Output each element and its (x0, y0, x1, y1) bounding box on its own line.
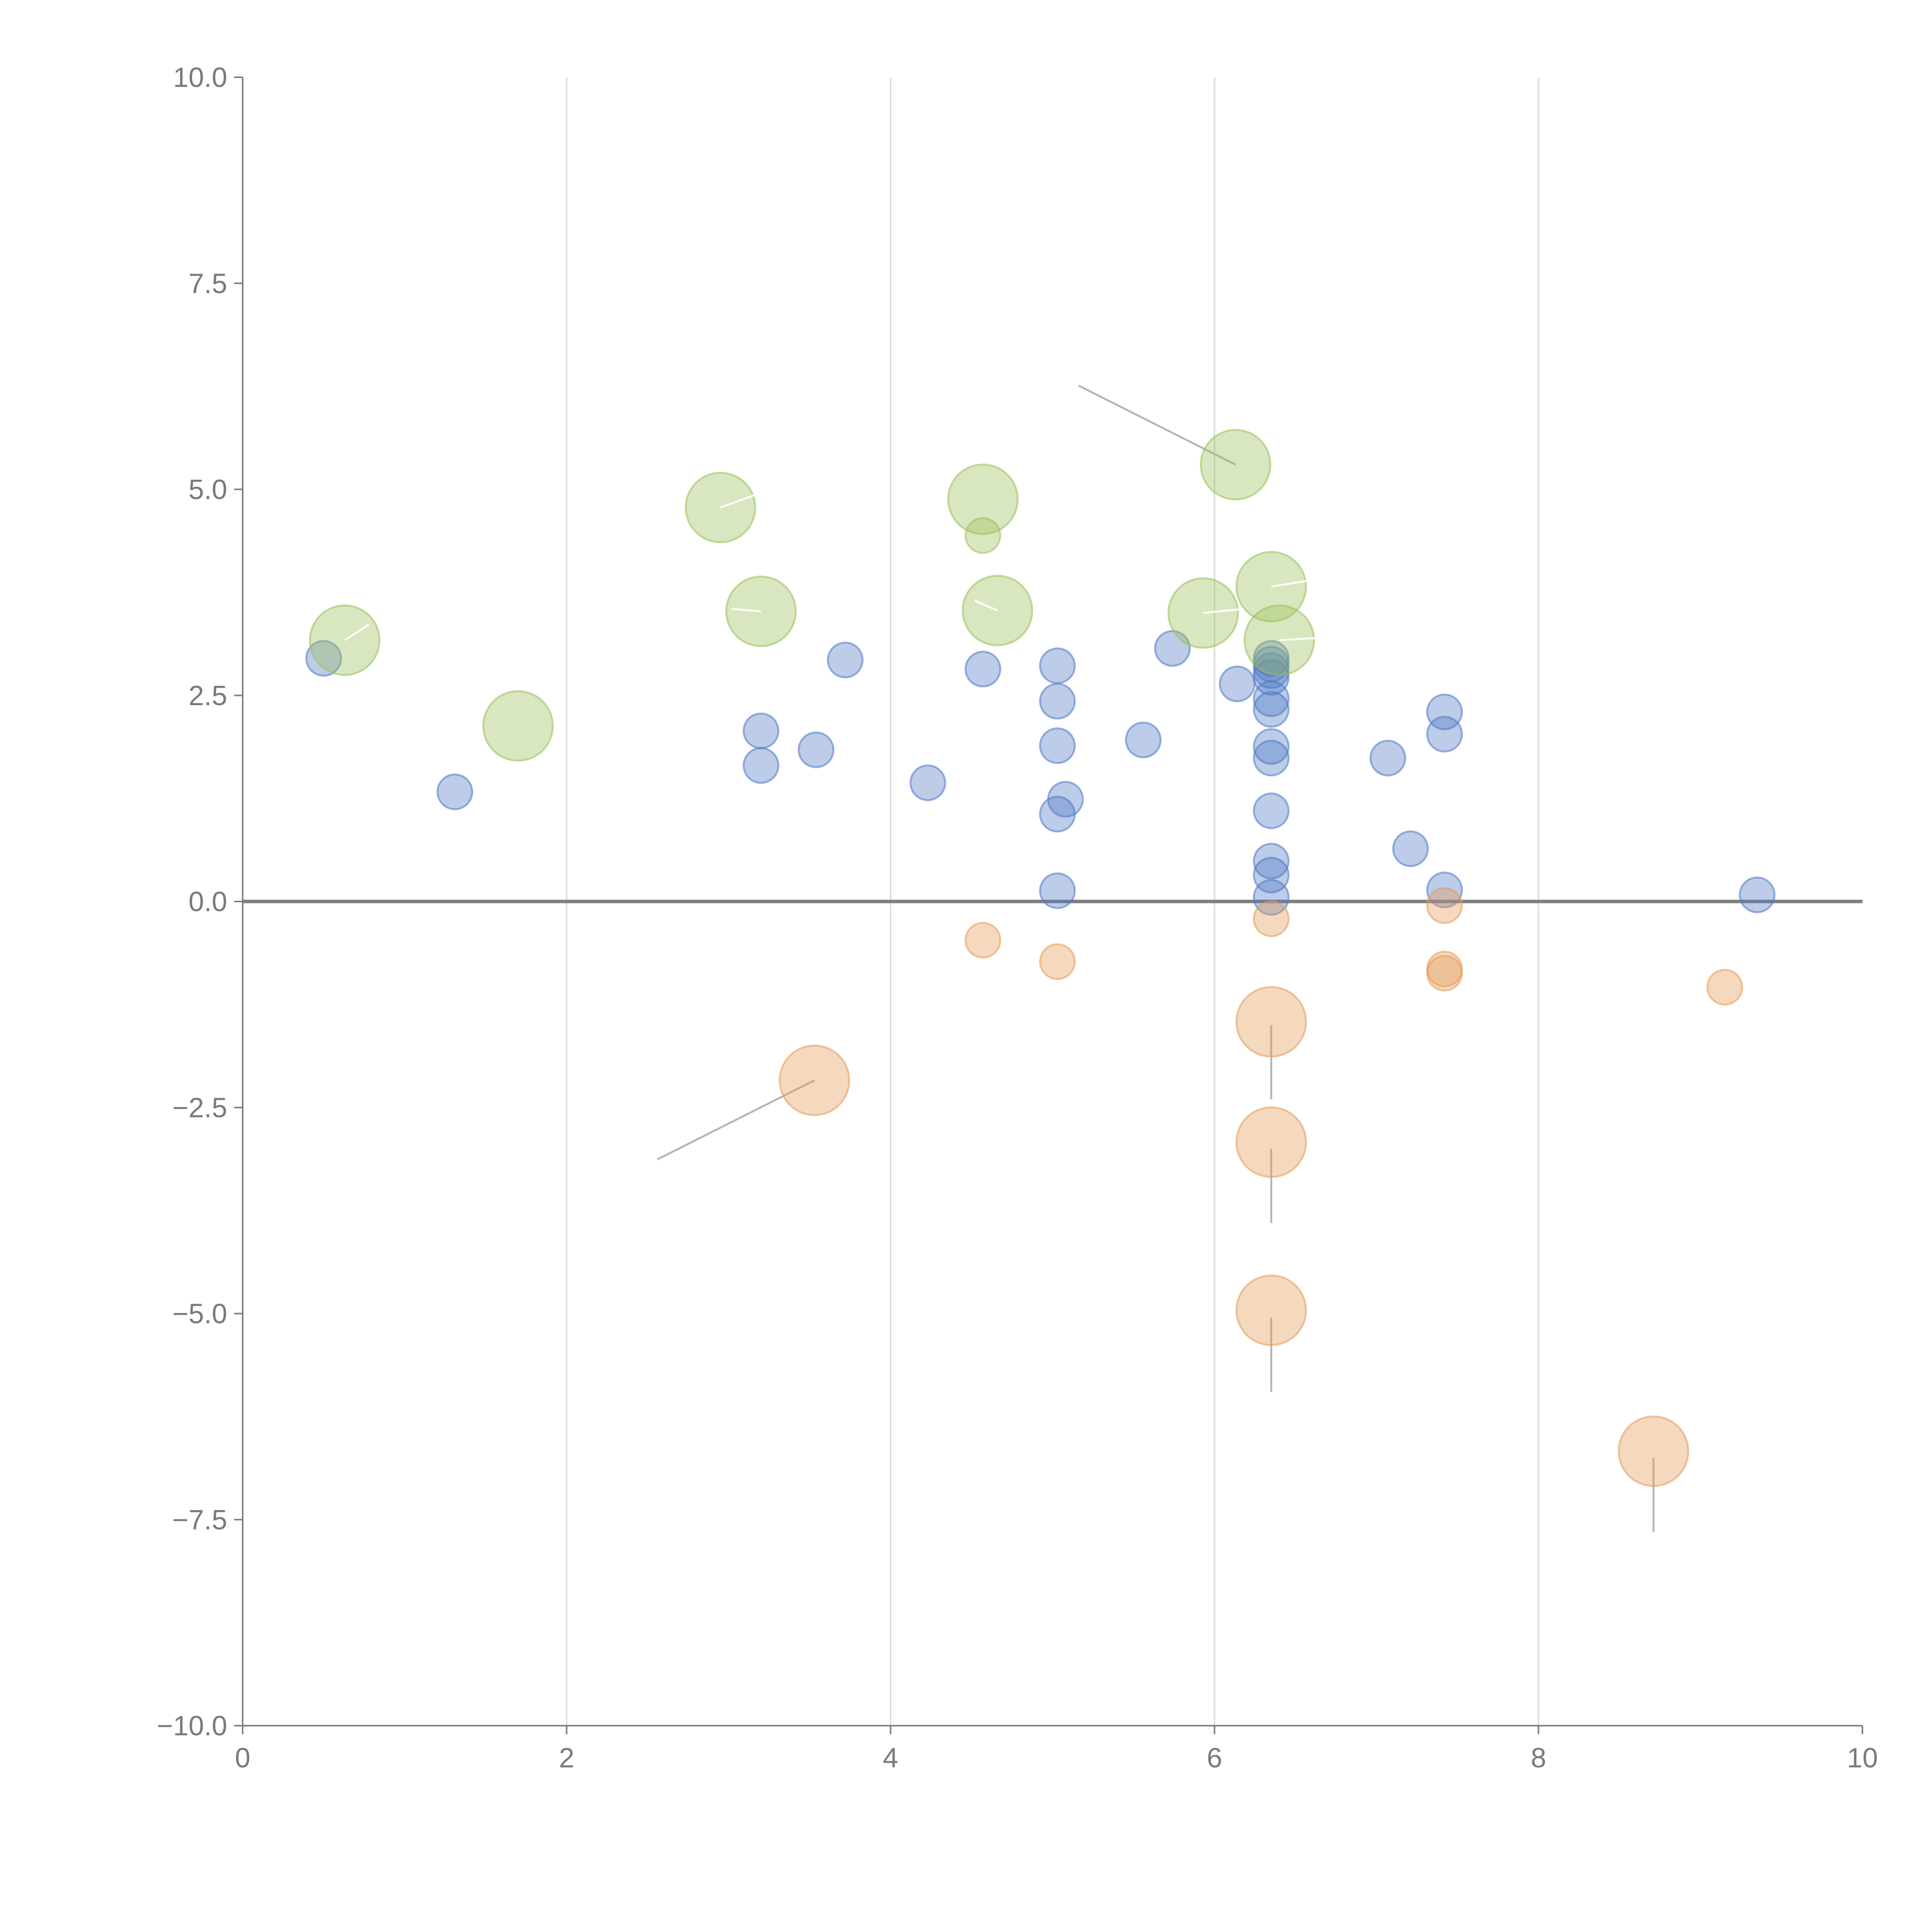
blue-point (1039, 872, 1076, 909)
blue-point (305, 640, 342, 677)
blue-point (1253, 740, 1290, 777)
orange-point (964, 922, 1002, 959)
annotation-leader-line (657, 1079, 815, 1160)
blue-point (1253, 879, 1290, 916)
x-tick-label: 8 (1531, 1743, 1546, 1774)
y-tick-label: −7.5 (172, 1505, 227, 1536)
blue-point (436, 773, 473, 810)
x-tick-label: 10 (1847, 1743, 1878, 1774)
blue-point (1039, 683, 1076, 720)
annotation-leader-line (731, 608, 761, 612)
orange-point (1426, 955, 1463, 992)
y-tick-label: −2.5 (172, 1092, 227, 1123)
annotation-leader-line (720, 494, 755, 509)
orange-point (779, 1044, 850, 1116)
blue-point (827, 641, 864, 679)
x-axis-ticks: 0 2 4 6 8 10 (235, 1726, 1878, 1774)
annotation-leader-line (344, 624, 370, 641)
blue-point (1739, 876, 1776, 913)
y-axis-ticks: 10.0 7.5 5.0 2.5 0.0 −2.5 −5.0 −7.5 −10.0 (157, 62, 243, 1742)
orange-point (1617, 1415, 1689, 1487)
y-tick-label: 2.5 (189, 680, 227, 711)
blue-point (1369, 740, 1406, 777)
blue-point (742, 712, 779, 749)
leader-lines (657, 384, 1655, 1532)
annotation-leader-line (1271, 579, 1312, 588)
y-tick-label: −5.0 (172, 1299, 227, 1330)
y-tick-label: −10.0 (157, 1711, 227, 1742)
green-point (947, 463, 1019, 535)
blue-point (1125, 721, 1162, 759)
annotation-leader-line (974, 600, 998, 612)
orange-point (1235, 1274, 1307, 1346)
blue-point (1426, 693, 1463, 730)
annotation-leader-line (1078, 384, 1236, 466)
y-tick-label: 7.5 (189, 268, 227, 299)
green-point (1200, 429, 1272, 501)
blue-point (964, 650, 1002, 687)
annotation-leader-line (1279, 636, 1322, 641)
blue-point (1253, 728, 1290, 765)
blue-point (1253, 691, 1290, 728)
x-tick-label: 6 (1207, 1743, 1222, 1774)
y-tick-label: 5.0 (189, 474, 227, 505)
blue-point (1253, 792, 1290, 829)
data-points (305, 429, 1776, 1487)
orange-point (1235, 986, 1307, 1058)
green-point (964, 517, 1002, 554)
blue-point (1253, 680, 1290, 717)
blue-point (1426, 716, 1463, 753)
blue-point (1253, 659, 1290, 696)
blue-point (1039, 647, 1076, 684)
annotation-leader-line (1203, 608, 1244, 614)
orange-point (1706, 969, 1743, 1006)
blue-point (1219, 665, 1256, 702)
blue-point (1392, 830, 1429, 867)
orange-point (1426, 887, 1463, 924)
orange-point (1253, 900, 1290, 937)
y-tick-label: 0.0 (189, 886, 227, 917)
blue-point (1039, 796, 1076, 833)
x-tick-label: 2 (559, 1743, 574, 1774)
blue-point (1426, 871, 1463, 908)
blue-point (909, 764, 946, 801)
x-tick-label: 4 (883, 1743, 898, 1774)
y-tick-label: 10.0 (173, 62, 227, 93)
blue-point (798, 731, 835, 769)
blue-point (1253, 842, 1290, 879)
blue-point (1253, 857, 1290, 894)
x-tick-label: 0 (235, 1743, 250, 1774)
blue-point (742, 747, 779, 784)
green-point (482, 690, 554, 762)
blue-point (1039, 727, 1076, 764)
orange-point (1039, 943, 1076, 980)
orange-point (1235, 1106, 1307, 1178)
